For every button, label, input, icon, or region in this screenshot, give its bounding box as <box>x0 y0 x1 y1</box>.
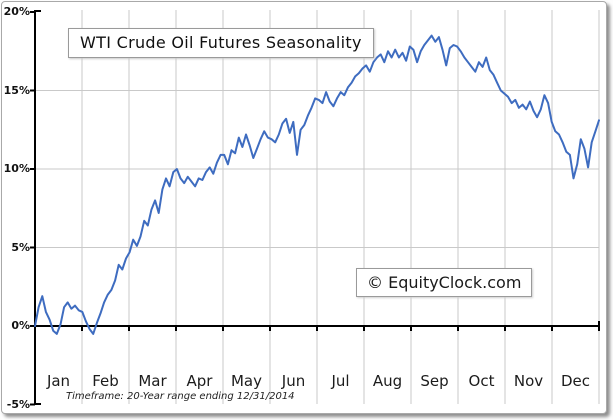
x-axis-label-dec: Dec <box>560 372 591 390</box>
y-axis-label: 10% <box>3 162 30 175</box>
x-axis-label-nov: Nov <box>513 372 544 390</box>
equityclock-watermark: © EquityClock.com <box>367 273 522 292</box>
timeframe-footnote: Timeframe: 20-Year range ending 12/31/20… <box>66 391 295 402</box>
y-axis-label: 15% <box>3 83 30 97</box>
x-axis-label-oct: Oct <box>468 372 495 390</box>
y-axis-label: -5% <box>6 397 30 411</box>
x-axis-label-may: May <box>230 372 262 390</box>
chart-title-box: WTI Crude Oil Futures Seasonality <box>68 28 374 58</box>
x-axis-label-aug: Aug <box>372 372 403 390</box>
chart-frame <box>1 1 607 414</box>
equityclock-watermark-box: © EquityClock.com <box>356 268 533 297</box>
y-axis-label: 20% <box>3 5 30 18</box>
y-axis-label: 0% <box>11 319 30 332</box>
x-axis-label-sep: Sep <box>420 372 449 390</box>
chart-title: WTI Crude Oil Futures Seasonality <box>80 33 362 52</box>
x-axis-label-mar: Mar <box>138 372 167 390</box>
x-axis-label-feb: Feb <box>92 372 119 390</box>
x-axis-label-jun: Jun <box>281 372 306 390</box>
x-axis-label-jan: Jan <box>46 372 71 390</box>
y-axis-label: 5% <box>11 240 30 254</box>
x-axis-label-apr: Apr <box>186 372 213 390</box>
seasonality-line <box>34 34 600 335</box>
x-axis-label-jul: Jul <box>331 372 350 390</box>
